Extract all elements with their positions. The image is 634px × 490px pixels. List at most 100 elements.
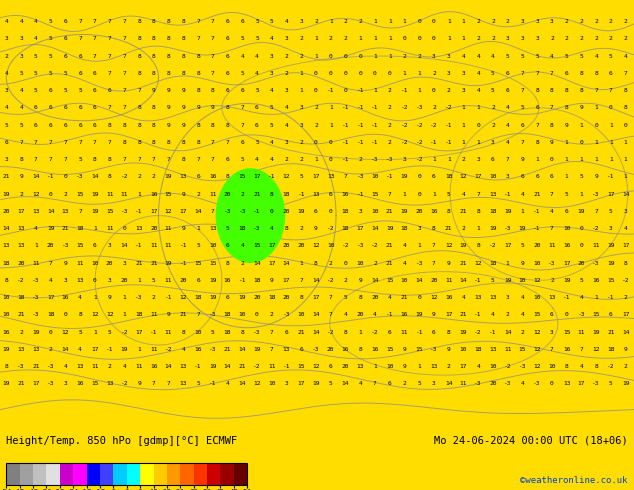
Text: 10: 10 <box>194 329 202 335</box>
Text: -1: -1 <box>150 329 157 335</box>
Text: 8: 8 <box>196 53 200 59</box>
Text: 9: 9 <box>181 105 185 110</box>
Text: 4: 4 <box>491 312 495 318</box>
Text: 19: 19 <box>3 381 10 386</box>
Text: 2: 2 <box>344 19 347 24</box>
Text: 4: 4 <box>240 243 244 248</box>
Text: 2: 2 <box>432 71 436 76</box>
Text: 5: 5 <box>299 174 303 179</box>
Text: 8: 8 <box>624 261 628 266</box>
Text: 20: 20 <box>342 364 349 369</box>
Text: 7: 7 <box>49 140 53 145</box>
Text: 5: 5 <box>255 36 259 41</box>
Text: 7: 7 <box>49 157 53 162</box>
Text: 1: 1 <box>358 329 362 335</box>
Text: 20: 20 <box>533 243 541 248</box>
Text: 13: 13 <box>17 226 25 231</box>
Text: 5: 5 <box>609 209 612 214</box>
Text: 6: 6 <box>550 174 553 179</box>
Text: 1: 1 <box>329 105 333 110</box>
Text: 7: 7 <box>344 174 347 179</box>
Text: 8: 8 <box>93 157 96 162</box>
Text: 15: 15 <box>415 347 423 352</box>
Text: 0: 0 <box>609 105 612 110</box>
Text: 4: 4 <box>19 19 23 24</box>
Text: 8: 8 <box>226 105 230 110</box>
Text: 15: 15 <box>371 192 378 196</box>
Text: 11: 11 <box>150 243 157 248</box>
Text: 9: 9 <box>196 105 200 110</box>
Text: 9: 9 <box>358 278 362 283</box>
Text: 10: 10 <box>297 312 305 318</box>
Text: 19: 19 <box>578 209 585 214</box>
Text: 19: 19 <box>489 226 496 231</box>
Text: 13: 13 <box>179 381 187 386</box>
Text: 5: 5 <box>609 381 612 386</box>
Text: 20: 20 <box>430 278 437 283</box>
Text: 4: 4 <box>506 105 510 110</box>
Text: 19: 19 <box>415 312 423 318</box>
Text: 7: 7 <box>624 71 628 76</box>
Text: 20: 20 <box>17 261 25 266</box>
Text: 11: 11 <box>445 278 453 283</box>
Text: 21: 21 <box>17 312 25 318</box>
Text: 18: 18 <box>253 278 261 283</box>
Text: -1: -1 <box>135 209 143 214</box>
Text: 12: 12 <box>460 174 467 179</box>
Text: 6: 6 <box>521 122 524 127</box>
Text: 15: 15 <box>533 312 541 318</box>
Text: 0: 0 <box>403 36 406 41</box>
Text: 8: 8 <box>579 88 583 93</box>
Text: 1: 1 <box>122 295 126 300</box>
Text: 5: 5 <box>34 71 37 76</box>
Text: 15: 15 <box>253 243 261 248</box>
Text: 2: 2 <box>432 105 436 110</box>
Text: 3: 3 <box>491 140 495 145</box>
Text: 1: 1 <box>476 105 480 110</box>
Text: 5: 5 <box>579 174 583 179</box>
Text: 8: 8 <box>181 329 185 335</box>
Text: 20: 20 <box>327 347 335 352</box>
Text: 7: 7 <box>78 209 82 214</box>
Text: 3: 3 <box>521 36 524 41</box>
Text: 19: 19 <box>47 226 55 231</box>
Text: 20: 20 <box>297 243 305 248</box>
Text: 0: 0 <box>358 53 362 59</box>
Text: 6: 6 <box>226 243 230 248</box>
Text: 0: 0 <box>417 295 421 300</box>
Text: 9: 9 <box>181 122 185 127</box>
Text: 1: 1 <box>329 122 333 127</box>
Text: 8: 8 <box>358 347 362 352</box>
Text: 14: 14 <box>460 278 467 283</box>
Text: 1: 1 <box>447 157 451 162</box>
Text: 13: 13 <box>563 381 571 386</box>
Text: 4: 4 <box>19 88 23 93</box>
Text: 7: 7 <box>329 312 333 318</box>
Text: 13: 13 <box>17 347 25 352</box>
Text: 14: 14 <box>371 226 378 231</box>
Text: 8: 8 <box>535 140 539 145</box>
Text: 21: 21 <box>32 364 39 369</box>
Text: 8: 8 <box>358 295 362 300</box>
Text: 2: 2 <box>4 53 8 59</box>
Text: 2: 2 <box>196 192 200 196</box>
Text: 16: 16 <box>76 381 84 386</box>
Text: -3: -3 <box>47 381 55 386</box>
Text: 4: 4 <box>255 71 259 76</box>
Text: 8: 8 <box>4 278 8 283</box>
Text: 9: 9 <box>181 88 185 93</box>
Text: 19: 19 <box>3 192 10 196</box>
Text: 21: 21 <box>179 312 187 318</box>
Text: 2: 2 <box>19 329 23 335</box>
Text: -3: -3 <box>356 243 364 248</box>
Text: 2: 2 <box>314 105 318 110</box>
Text: 9: 9 <box>167 122 171 127</box>
Text: 6: 6 <box>565 71 569 76</box>
Text: 1: 1 <box>403 71 406 76</box>
Text: 3: 3 <box>535 36 539 41</box>
Text: -1: -1 <box>342 122 349 127</box>
Text: 8: 8 <box>226 174 230 179</box>
Text: 18: 18 <box>342 209 349 214</box>
Text: 3: 3 <box>550 19 553 24</box>
Text: 4: 4 <box>476 364 480 369</box>
